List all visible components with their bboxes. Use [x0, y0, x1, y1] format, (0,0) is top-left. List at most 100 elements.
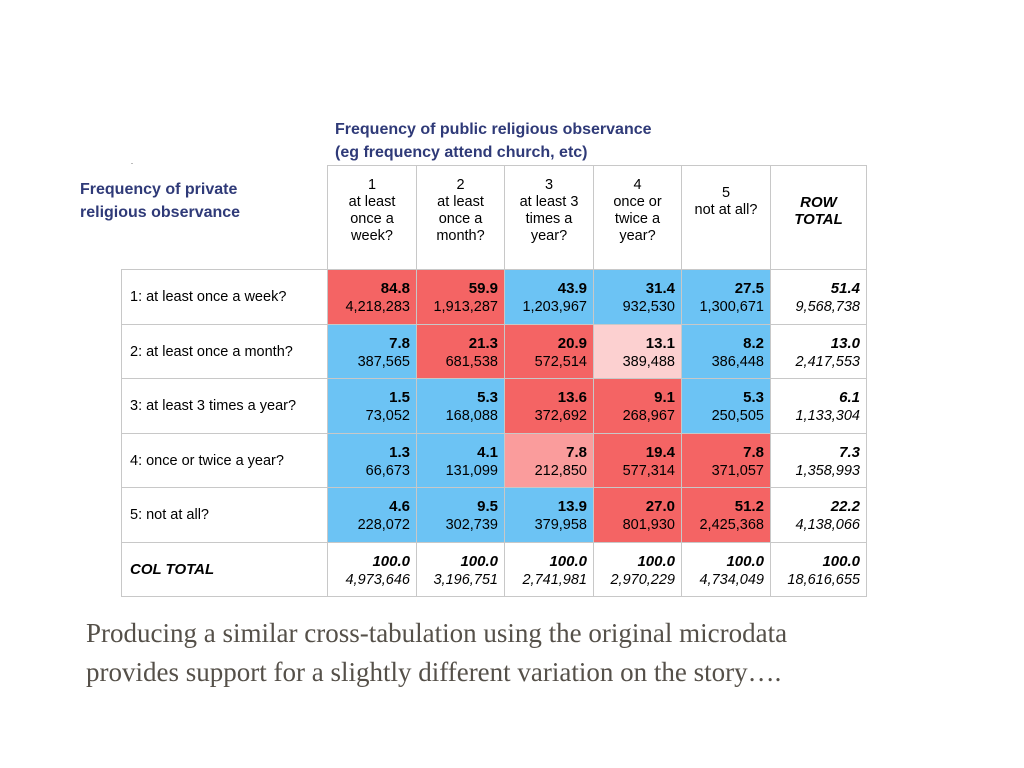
col-total-cell: 100.0 3,196,751	[417, 542, 505, 597]
data-cell: 43.9 1,203,967	[505, 270, 594, 325]
row-heading: Frequency of private religious observanc…	[80, 178, 240, 224]
col-total-cell: 100.0 4,973,646	[328, 542, 417, 597]
column-header-2: 2 at least once a month?	[417, 165, 505, 270]
data-cell: 59.9 1,913,287	[417, 270, 505, 325]
cell-percent: 59.9	[468, 280, 498, 297]
row-heading-line2: religious observance	[80, 204, 241, 221]
row-label-2: 2: at least once a month?	[121, 324, 328, 379]
caption-line2: provides support for a slightly differen…	[86, 657, 782, 687]
cell-percent: 100.0	[822, 552, 860, 570]
data-cell: 9.5 302,739	[417, 488, 505, 543]
cell-count: 387,565	[357, 353, 410, 370]
cell-count: 2,741,981	[522, 571, 587, 588]
data-cell: 5.3 168,088	[417, 379, 505, 434]
data-cell: 9.1 268,967	[594, 379, 682, 434]
cell-percent: 7.8	[743, 443, 764, 461]
cell-count: 131,099	[445, 462, 498, 479]
column-header-3: 3 at least 3 times a year?	[505, 165, 594, 270]
cell-count: 1,300,671	[699, 299, 764, 315]
cell-percent: 100.0	[637, 552, 675, 570]
cell-percent: 9.5	[477, 498, 498, 515]
cell-percent: 19.4	[645, 443, 675, 461]
header-top-border	[328, 165, 867, 166]
body-top-border	[121, 269, 328, 270]
row-total-header: ROW TOTAL	[771, 165, 867, 270]
cell-percent: 9.1	[654, 389, 675, 406]
cell-percent: 13.9	[557, 498, 587, 515]
cell-percent: 31.4	[645, 280, 675, 297]
data-cell: 7.8 371,057	[682, 433, 771, 488]
cell-count: 212,850	[534, 462, 587, 479]
cell-percent: 8.2	[743, 334, 764, 352]
header-left-border	[327, 165, 328, 270]
column-heading-line2: (eg frequency attend church, etc)	[335, 144, 588, 161]
cell-count: 681,538	[445, 353, 498, 370]
row-total-cell: 7.3 1,358,993	[771, 433, 867, 488]
cell-percent: 4.6	[389, 498, 410, 515]
cell-count: 9,568,738	[795, 299, 860, 315]
slide-caption: Producing a similar cross-tabulation usi…	[86, 614, 1006, 692]
cell-percent: 51.2	[734, 498, 764, 515]
cell-count: 379,958	[534, 517, 587, 533]
column-header-4: 4 once or twice a year?	[594, 165, 682, 270]
data-cell: 4.6 228,072	[328, 488, 417, 543]
cell-count: 2,417,553	[795, 353, 860, 370]
cell-percent: 1.5	[389, 389, 410, 406]
cell-count: 4,218,283	[345, 299, 410, 315]
cell-percent: 20.9	[557, 334, 587, 352]
data-cell: 8.2 386,448	[682, 324, 771, 379]
cell-percent: 4.1	[477, 443, 498, 461]
data-cell: 51.2 2,425,368	[682, 488, 771, 543]
cell-percent: 100.0	[549, 552, 587, 570]
cell-percent: 7.8	[389, 334, 410, 352]
cell-count: 2,425,368	[699, 517, 764, 533]
data-cell: 31.4 932,530	[594, 270, 682, 325]
column-header-1: 1 at least once a week?	[328, 165, 417, 270]
cell-count: 2,970,229	[610, 571, 675, 588]
decorative-dot	[131, 163, 133, 164]
data-cell: 13.9 379,958	[505, 488, 594, 543]
column-header-5: 5 not at all?	[682, 165, 771, 270]
caption-line1: Producing a similar cross-tabulation usi…	[86, 618, 788, 648]
cell-percent: 27.0	[645, 498, 675, 515]
cell-percent: 27.5	[734, 280, 764, 297]
cell-count: 73,052	[365, 408, 410, 424]
cell-percent: 21.3	[468, 334, 498, 352]
col-total-cell: 100.0 18,616,655	[771, 542, 867, 597]
data-cell: 7.8 212,850	[505, 433, 594, 488]
cell-percent: 43.9	[557, 280, 587, 297]
cell-count: 302,739	[445, 517, 498, 533]
cell-percent: 13.6	[557, 389, 587, 406]
data-cell: 84.8 4,218,283	[328, 270, 417, 325]
data-cell: 7.8 387,565	[328, 324, 417, 379]
row-label-1: 1: at least once a week?	[121, 270, 328, 325]
data-cell: 27.0 801,930	[594, 488, 682, 543]
row-label-3: 3: at least 3 times a year?	[121, 379, 328, 434]
row-total-cell: 51.4 9,568,738	[771, 270, 867, 325]
row-label-5: 5: not at all?	[121, 488, 328, 543]
data-cell: 21.3 681,538	[417, 324, 505, 379]
cell-percent: 6.1	[839, 389, 860, 406]
data-cell: 1.5 73,052	[328, 379, 417, 434]
cell-percent: 51.4	[830, 280, 860, 297]
cell-count: 801,930	[622, 517, 675, 533]
cell-percent: 100.0	[372, 552, 410, 570]
cell-count: 1,203,967	[522, 299, 587, 315]
row-total-cell: 22.2 4,138,066	[771, 488, 867, 543]
cell-percent: 7.3	[839, 443, 860, 461]
cell-percent: 22.2	[830, 498, 860, 515]
row-label-4: 4: once or twice a year?	[121, 433, 328, 488]
cell-count: 4,973,646	[345, 571, 410, 588]
data-cell: 20.9 572,514	[505, 324, 594, 379]
cell-count: 372,692	[534, 408, 587, 424]
data-cell: 5.3 250,505	[682, 379, 771, 434]
cell-count: 66,673	[365, 462, 410, 479]
cell-count: 932,530	[622, 299, 675, 315]
column-heading: Frequency of public religious observance…	[335, 118, 652, 164]
col-total-label: COL TOTAL	[121, 542, 328, 597]
cell-count: 4,734,049	[699, 571, 764, 588]
cell-count: 4,138,066	[795, 517, 860, 533]
cell-count: 3,196,751	[433, 571, 498, 588]
row-heading-line1: Frequency of private	[80, 181, 238, 198]
cell-count: 1,913,287	[433, 299, 498, 315]
